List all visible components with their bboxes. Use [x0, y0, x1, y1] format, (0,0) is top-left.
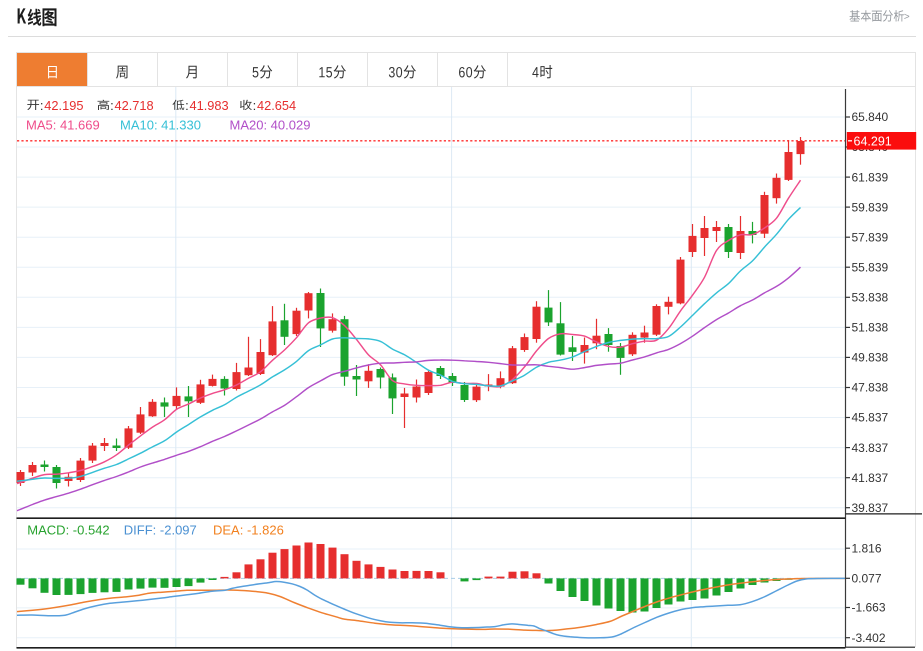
svg-text:MACD: -0.542: MACD: -0.542: [27, 522, 109, 537]
svg-text:65.840: 65.840: [852, 110, 889, 124]
svg-text:DIFF: -2.097: DIFF: -2.097: [124, 522, 197, 537]
svg-text:41.837: 41.837: [852, 471, 889, 485]
svg-text:41.983: 41.983: [190, 98, 229, 113]
svg-text:0.077: 0.077: [852, 572, 882, 586]
svg-text:47.838: 47.838: [852, 381, 889, 395]
svg-text:42.718: 42.718: [115, 98, 154, 113]
svg-text:-3.402: -3.402: [852, 631, 886, 645]
svg-text:55.839: 55.839: [852, 260, 889, 274]
svg-text:59.839: 59.839: [852, 200, 889, 214]
svg-text::: :: [40, 98, 44, 113]
svg-text::: :: [110, 98, 114, 113]
svg-text::: :: [185, 98, 189, 113]
svg-text:1.816: 1.816: [852, 541, 882, 555]
svg-text:MA10: 41.330: MA10: 41.330: [120, 117, 201, 132]
svg-text:DEA: -1.826: DEA: -1.826: [213, 522, 284, 537]
svg-text:39.837: 39.837: [852, 501, 889, 515]
svg-text:57.839: 57.839: [852, 230, 889, 244]
svg-text:MA20: 40.029: MA20: 40.029: [230, 117, 311, 132]
svg-text:-1.663: -1.663: [852, 601, 886, 615]
svg-text:51.838: 51.838: [852, 321, 889, 335]
svg-text:42.654: 42.654: [257, 98, 296, 113]
svg-text:61.839: 61.839: [852, 170, 889, 184]
svg-text:53.838: 53.838: [852, 291, 889, 305]
svg-text:43.837: 43.837: [852, 441, 889, 455]
svg-text::: :: [253, 98, 257, 113]
svg-text:64.291: 64.291: [854, 134, 892, 148]
svg-text:45.837: 45.837: [852, 411, 889, 425]
svg-text:42.195: 42.195: [44, 98, 83, 113]
svg-text:49.838: 49.838: [852, 351, 889, 365]
svg-text:MA5: 41.669: MA5: 41.669: [26, 117, 100, 132]
